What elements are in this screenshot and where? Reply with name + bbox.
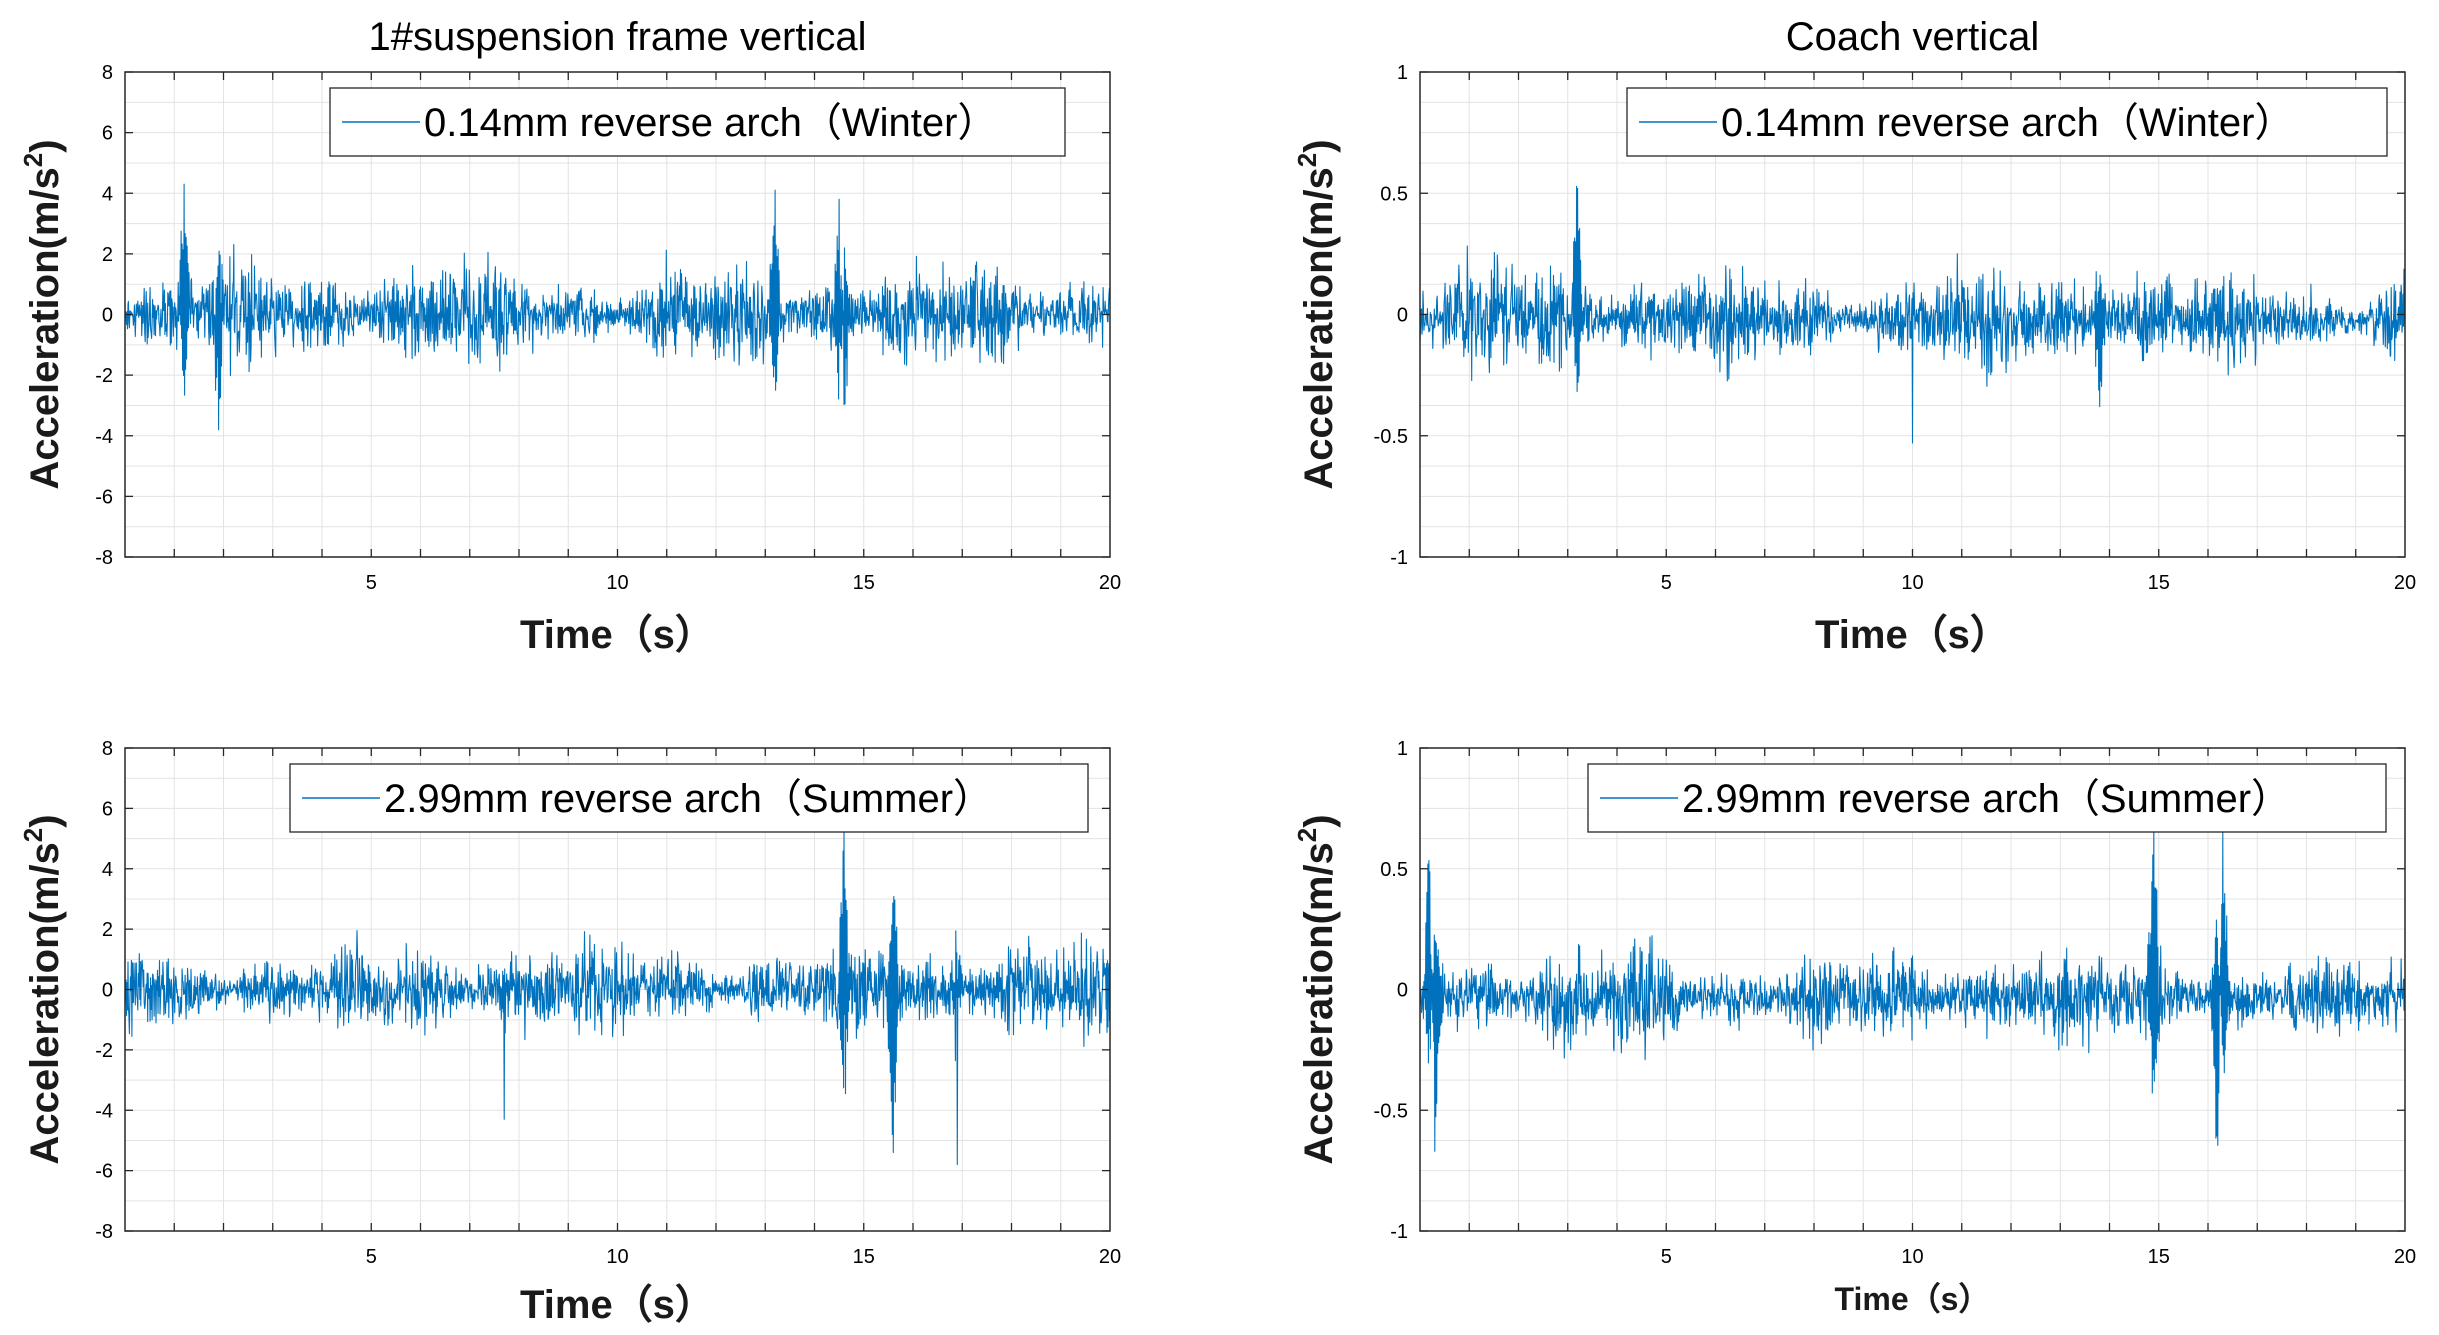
y-tick-label: -6 xyxy=(95,1161,113,1183)
x-tick-label: 5 xyxy=(366,572,377,594)
y-axis-label-superscript: 2 xyxy=(18,828,48,842)
legend-box xyxy=(1626,87,2388,157)
series-line xyxy=(124,828,1111,1166)
legend-label: 0.14mm reverse arch（Winter） xyxy=(424,101,997,145)
x-axis-label: Time（s） xyxy=(520,1283,715,1327)
x-tick-label: 5 xyxy=(1661,572,1672,594)
y-tick-label: 6 xyxy=(102,798,113,820)
y-tick-label: 0.5 xyxy=(1380,859,1408,881)
x-tick-label: 20 xyxy=(1099,572,1121,594)
legend-box xyxy=(289,763,1089,833)
x-tick-label: 15 xyxy=(853,1246,875,1268)
y-tick-label: -0.5 xyxy=(1374,426,1408,448)
y-axis-label-superscript: 2 xyxy=(1292,153,1322,167)
y-tick-label: -1 xyxy=(1390,1221,1408,1243)
y-tick-label: 1 xyxy=(1397,62,1408,84)
y-tick-label: 0 xyxy=(102,305,113,327)
y-tick-label: 4 xyxy=(102,183,113,205)
y-tick-label: 6 xyxy=(102,123,113,145)
x-tick-label: 20 xyxy=(2394,572,2416,594)
y-tick-label: -2 xyxy=(95,365,113,387)
y-tick-label: 8 xyxy=(102,738,113,760)
y-axis-label-superscript: 2 xyxy=(1292,828,1322,842)
y-axis-label: Acceleration(m/s2) xyxy=(1292,139,1341,489)
x-tick-label: 5 xyxy=(1661,1246,1672,1268)
x-tick-label: 10 xyxy=(1901,572,1923,594)
x-tick-label: 15 xyxy=(2148,572,2170,594)
series-line xyxy=(1419,185,2406,444)
x-tick-label: 15 xyxy=(2148,1246,2170,1268)
legend: 2.99mm reverse arch（Summer） xyxy=(289,763,1089,833)
series-line xyxy=(124,183,1111,431)
legend: 0.14mm reverse arch（Winter） xyxy=(1626,87,2388,157)
x-tick-label: 5 xyxy=(366,1246,377,1268)
y-tick-label: -8 xyxy=(95,1221,113,1243)
y-tick-label: 0 xyxy=(1397,305,1408,327)
x-axis-label: Time（s） xyxy=(520,613,715,657)
y-tick-label: 0.5 xyxy=(1380,183,1408,205)
x-tick-label: 10 xyxy=(1901,1246,1923,1268)
x-tick-label: 10 xyxy=(606,572,628,594)
chart-panel-1: 5 10 15 20 -8 -6 -4 -2 0 2 4 6 8 1#suspension frame v… xyxy=(18,15,1121,657)
legend-label: 0.14mm reverse arch（Winter） xyxy=(1721,101,2294,145)
y-tick-label: 4 xyxy=(102,859,113,881)
y-axis-label: Acceleration(m/s2) xyxy=(18,139,67,489)
chart-panel-2: 5 10 15 20 -1 -0.5 0 0.5 1 Coach vertical Time（s） A… xyxy=(1292,15,2416,657)
y-tick-label: -1 xyxy=(1390,547,1408,569)
chart-title: Coach vertical xyxy=(1786,15,2039,59)
x-axis-label: Time（s） xyxy=(1835,1281,1991,1317)
x-axis-label: Time（s） xyxy=(1815,613,2010,657)
y-tick-label: -0.5 xyxy=(1374,1100,1408,1122)
legend-label: 2.99mm reverse arch（Summer） xyxy=(384,777,993,821)
x-tick-label: 10 xyxy=(606,1246,628,1268)
y-tick-label: 0 xyxy=(1397,980,1408,1002)
chart-title: 1#suspension frame vertical xyxy=(368,15,866,59)
chart-panel-3: 5 10 15 20 -8 -6 -4 -2 0 2 4 6 8 Time（s） Acceleration(… xyxy=(18,738,1121,1327)
y-tick-label: 2 xyxy=(102,919,113,941)
y-tick-label: 8 xyxy=(102,62,113,84)
legend: 0.14mm reverse arch（Winter） xyxy=(329,87,1066,157)
y-tick-label: -4 xyxy=(95,426,113,448)
y-axis-label-superscript: 2 xyxy=(18,153,48,167)
x-tick-label: 20 xyxy=(2394,1246,2416,1268)
legend: 2.99mm reverse arch（Summer） xyxy=(1587,763,2387,833)
legend-box xyxy=(1587,763,2387,833)
y-tick-label: -6 xyxy=(95,486,113,508)
y-tick-label: 1 xyxy=(1397,738,1408,760)
y-tick-label: 0 xyxy=(102,980,113,1002)
y-tick-label: -8 xyxy=(95,547,113,569)
y-axis-label: Acceleration(m/s2) xyxy=(1292,814,1341,1164)
y-tick-label: 2 xyxy=(102,244,113,266)
x-tick-label: 15 xyxy=(853,572,875,594)
legend-label: 2.99mm reverse arch（Summer） xyxy=(1682,777,2291,821)
x-tick-label: 20 xyxy=(1099,1246,1121,1268)
y-axis-label: Acceleration(m/s2) xyxy=(18,814,67,1164)
y-tick-label: -4 xyxy=(95,1100,113,1122)
chart-panel-4: 5 10 15 20 -1 -0.5 0 0.5 1 Time（s） Acceleration(m/… xyxy=(1292,738,2416,1317)
series-line xyxy=(1419,824,2406,1152)
legend-box xyxy=(329,87,1066,157)
y-tick-label: -2 xyxy=(95,1040,113,1062)
